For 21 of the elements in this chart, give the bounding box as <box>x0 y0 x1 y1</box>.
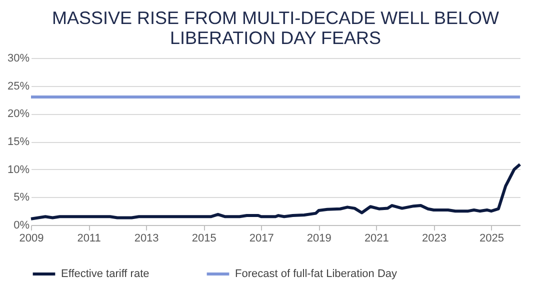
y-tick-label: 25% <box>7 80 30 92</box>
x-tick-label: 2021 <box>364 232 389 244</box>
legend-label: Forecast of full-fat Liberation Day <box>235 268 398 280</box>
x-tick-label: 2019 <box>306 232 332 244</box>
line-series <box>30 162 522 220</box>
x-tick-label: 2017 <box>249 232 274 244</box>
x-tick-label: 2011 <box>77 232 101 244</box>
x-tick-label: 2009 <box>19 232 44 244</box>
x-tick-label: 2013 <box>134 232 159 244</box>
y-tick-label: 0% <box>14 220 30 232</box>
y-tick-label: 30% <box>7 52 30 64</box>
legend-label: Effective tariff rate <box>61 268 150 280</box>
y-tick-label: 20% <box>7 108 30 120</box>
text: MASSIVE RISE FROM MULTI-DECADE WELL BELOW <box>52 8 500 28</box>
y-tick-label: 15% <box>7 136 30 148</box>
x-tick-label: 2023 <box>422 232 446 244</box>
x-tick-label: 2015 <box>192 232 216 244</box>
x-tick-label: 2025 <box>479 232 504 244</box>
y-tick-label: 10% <box>7 164 30 176</box>
text: LIBERATION DAY FEARS <box>170 28 382 48</box>
y-tick-label: 5% <box>14 192 30 204</box>
